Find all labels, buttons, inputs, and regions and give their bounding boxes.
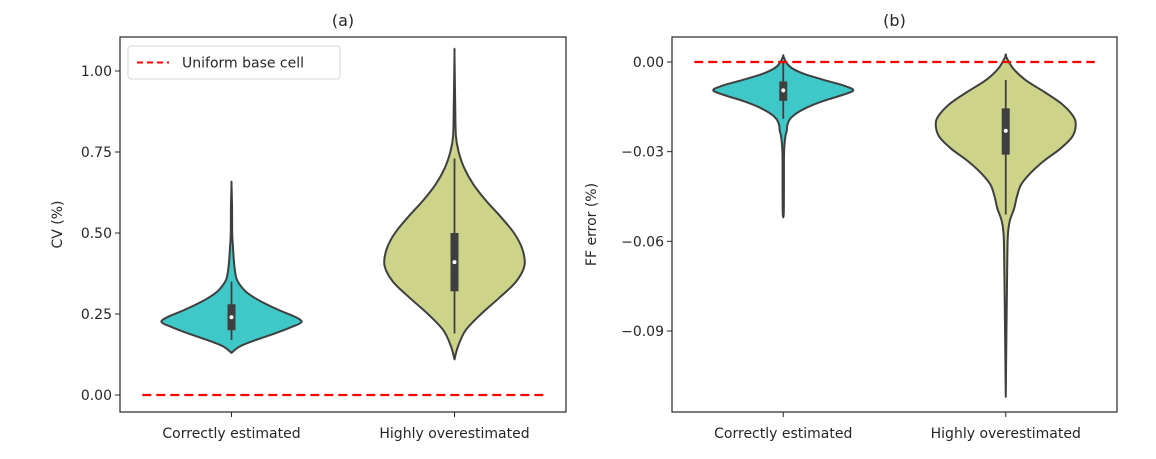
panel-a: (a) CV (%) 0.00 0.25 0.50 0.75 1.00 Correctl… [50, 11, 567, 442]
xtick-label: Correctly estimated [714, 426, 852, 442]
violin-body [934, 53, 1077, 398]
legend-label: Uniform base cell [182, 56, 304, 72]
panel-a-yticks: 0.00 0.25 0.50 0.75 1.00 [81, 64, 120, 404]
ytick-label: −0.09 [621, 324, 664, 340]
panel-b-title: (b) [883, 11, 906, 30]
violin-median [452, 260, 457, 265]
panel-a-legend: Uniform base cell [127, 45, 341, 80]
violin-median [781, 88, 786, 93]
panel-b: (b) FF error (%) 0.00 −0.03 −0.06 −0.09 Cor… [584, 11, 1118, 442]
legend-box [127, 45, 341, 80]
ytick-label: −0.03 [621, 145, 664, 161]
xtick-label: Highly overestimated [931, 426, 1081, 442]
panel-b-ylabel: FF error (%) [584, 183, 600, 266]
panel-b-xticks: Correctly estimated Highly overestimated [714, 412, 1081, 442]
panel-a-ylabel: CV (%) [50, 200, 66, 248]
ytick-label: −0.06 [621, 234, 664, 250]
ytick-label: 0.50 [81, 226, 112, 242]
violin-median [1003, 128, 1008, 133]
violin-body [712, 54, 855, 219]
panel-a-xticks: Correctly estimated Highly overestimated [162, 412, 530, 442]
ytick-label: 0.00 [633, 55, 664, 71]
ytick-label: 1.00 [81, 64, 112, 80]
panel-b-frame [671, 36, 1118, 413]
panel-a-violins [160, 47, 526, 361]
xtick-label: Correctly estimated [162, 426, 300, 442]
panel-a-title: (a) [332, 11, 354, 30]
panel-b-violins [712, 53, 1077, 398]
ytick-label: 0.25 [81, 307, 112, 323]
violin-body [160, 180, 303, 354]
panel-b-yticks: 0.00 −0.03 −0.06 −0.09 [621, 55, 672, 340]
violin-median [229, 315, 234, 320]
xtick-label: Highly overestimated [379, 426, 529, 442]
ytick-label: 0.75 [81, 145, 112, 161]
panel-a-frame [119, 36, 567, 413]
ytick-label: 0.00 [81, 388, 112, 404]
